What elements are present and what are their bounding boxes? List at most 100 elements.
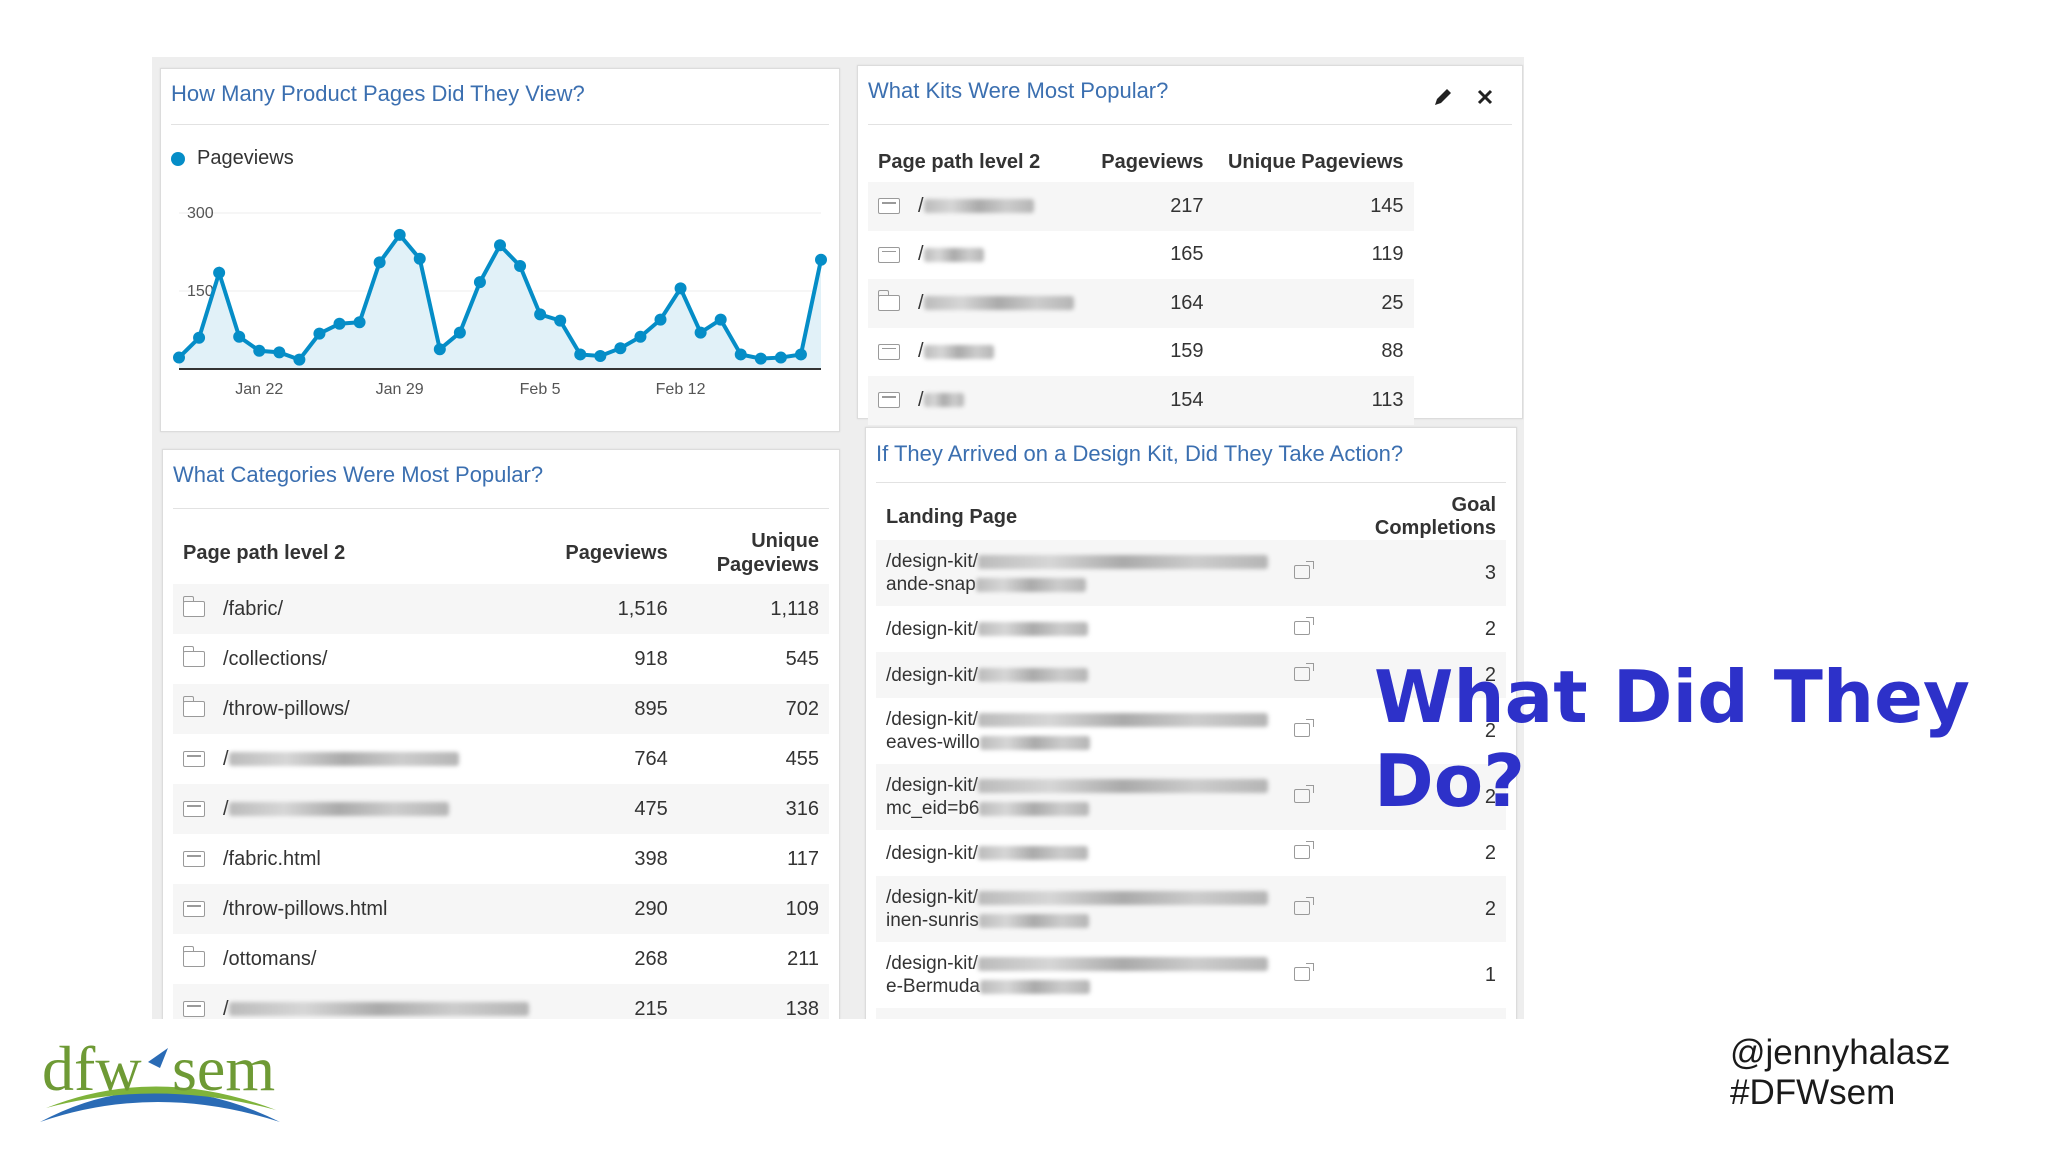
data-point[interactable]	[694, 326, 707, 339]
redacted-text	[979, 801, 1090, 816]
path-cell[interactable]: /	[173, 784, 539, 834]
data-point[interactable]	[233, 330, 246, 343]
table-row[interactable]: /design-kit/2	[876, 652, 1506, 698]
data-point[interactable]	[734, 348, 747, 361]
data-point[interactable]	[393, 228, 406, 241]
table-row[interactable]: / 164 25	[868, 279, 1414, 328]
landing-page-cell[interactable]: /design-kit/eaves-willo	[876, 698, 1278, 764]
column-header[interactable]: Unique Pageviews	[1227, 150, 1404, 173]
data-point[interactable]	[794, 348, 807, 361]
data-point[interactable]	[413, 252, 426, 265]
external-link-icon[interactable]	[1293, 840, 1314, 859]
table-row[interactable]: /design-kit/inen-sunris 2	[876, 876, 1506, 942]
landing-page-cell[interactable]: /design-kit/ande-snap	[876, 540, 1278, 606]
path-cell[interactable]: /collections/	[173, 634, 539, 684]
data-point[interactable]	[473, 276, 486, 289]
landing-page-cell[interactable]: /design-kit/	[876, 652, 1278, 698]
column-header[interactable]: Page path level 2	[878, 150, 1041, 173]
table-row[interactable]: /throw-pillows.html 290 109	[173, 884, 829, 934]
data-point[interactable]	[574, 348, 587, 361]
column-header[interactable]: Pageviews	[1101, 150, 1204, 173]
external-link-icon[interactable]	[1293, 718, 1314, 737]
landing-page-cell[interactable]: /design-kit/e-Bermuda	[876, 942, 1278, 1008]
landing-page-cell[interactable]: /design-kit/mc_eid=b6	[876, 764, 1278, 830]
column-header[interactable]: Pageviews	[565, 541, 668, 564]
table-row[interactable]: /throw-pillows/895 702	[173, 684, 829, 734]
data-point[interactable]	[614, 342, 627, 355]
table-row[interactable]: /design-kit/eaves-willo 2	[876, 698, 1506, 764]
table-row[interactable]: / 217 145	[868, 182, 1414, 231]
data-point[interactable]	[253, 344, 266, 357]
table-row[interactable]: / 215 138	[173, 984, 829, 1019]
external-link-icon[interactable]	[1293, 896, 1314, 915]
data-point[interactable]	[433, 343, 446, 356]
data-point[interactable]	[373, 256, 386, 269]
table-row[interactable]: /fabric.html 398 117	[173, 834, 829, 884]
data-point[interactable]	[273, 346, 286, 359]
data-point[interactable]	[514, 260, 527, 273]
path-cell[interactable]: /	[868, 279, 1084, 328]
external-link-icon[interactable]	[1293, 560, 1314, 579]
landing-page-cell[interactable]: /design-kit/house/	[876, 1008, 1278, 1019]
path-cell[interactable]: /	[868, 376, 1084, 425]
data-point[interactable]	[534, 308, 547, 321]
path-cell[interactable]: /	[868, 231, 1084, 280]
data-point[interactable]	[173, 351, 185, 364]
column-header[interactable]: Goal Completions	[1374, 494, 1496, 539]
table-row[interactable]: /design-kit/2	[876, 606, 1506, 652]
data-point[interactable]	[754, 352, 767, 365]
data-point[interactable]	[213, 266, 226, 279]
column-header[interactable]: Page path level 2	[183, 541, 346, 564]
data-point[interactable]	[654, 313, 667, 326]
landing-page-cell[interactable]: /design-kit/	[876, 830, 1278, 876]
table-row[interactable]: /ottomans/268 211	[173, 934, 829, 984]
external-link-icon[interactable]	[1293, 962, 1314, 981]
landing-page-cell[interactable]: /design-kit/	[876, 606, 1278, 652]
path-cell[interactable]: /	[173, 734, 539, 784]
path-cell[interactable]: /	[868, 328, 1084, 377]
path-cell[interactable]: /throw-pillows/	[173, 684, 539, 734]
data-point[interactable]	[554, 314, 567, 327]
path-cell[interactable]: /fabric.html	[173, 834, 539, 884]
data-point[interactable]	[494, 239, 506, 252]
data-point[interactable]	[594, 350, 607, 362]
table-row[interactable]: /design-kit/mc_eid=b6 2	[876, 764, 1506, 830]
external-link-icon[interactable]	[1293, 662, 1314, 681]
data-point[interactable]	[293, 353, 306, 366]
path-cell[interactable]: /throw-pillows.html	[173, 884, 539, 934]
table-row[interactable]: / 764 455	[173, 734, 829, 784]
data-point[interactable]	[714, 313, 727, 326]
column-header[interactable]: Landing Page	[886, 505, 1018, 528]
table-row[interactable]: /design-kit/ande-snap 3	[876, 540, 1506, 606]
table-row[interactable]: /design-kit/e-Bermuda 1	[876, 942, 1506, 1008]
table-row[interactable]: / 475 316	[173, 784, 829, 834]
data-point[interactable]	[815, 253, 827, 266]
path-cell[interactable]: /	[868, 182, 1084, 231]
data-point[interactable]	[774, 351, 787, 364]
external-link-icon[interactable]	[1293, 616, 1314, 635]
pageviews-chart[interactable]: 300 150 Jan 22 Jan 29 Feb 5 Feb 12	[161, 169, 839, 429]
data-point[interactable]	[193, 331, 206, 344]
table-row[interactable]: /design-kit/house/1	[876, 1008, 1506, 1019]
column-header[interactable]: Unique Pageviews	[716, 530, 819, 576]
path-cell[interactable]: /ottomans/	[173, 934, 539, 984]
table-row[interactable]: /collections/918 545	[173, 634, 829, 684]
chart-legend[interactable]: Pageviews	[171, 147, 294, 170]
table-row[interactable]: / 154 113	[868, 376, 1414, 425]
table-row[interactable]: /fabric/1,516 1,118	[173, 584, 829, 634]
path-cell[interactable]: /fabric/	[173, 584, 539, 634]
data-point[interactable]	[313, 327, 326, 340]
pencil-icon[interactable]	[1432, 86, 1454, 108]
data-point[interactable]	[333, 317, 346, 330]
table-row[interactable]: /design-kit/2	[876, 830, 1506, 876]
landing-page-cell[interactable]: /design-kit/inen-sunris	[876, 876, 1278, 942]
data-point[interactable]	[353, 316, 366, 329]
data-point[interactable]	[453, 326, 466, 339]
table-row[interactable]: / 165 119	[868, 231, 1414, 280]
external-link-icon[interactable]	[1293, 784, 1314, 803]
table-row[interactable]: / 159 88	[868, 328, 1414, 377]
data-point[interactable]	[674, 282, 687, 295]
path-cell[interactable]: /	[173, 984, 539, 1019]
close-icon[interactable]	[1475, 87, 1495, 107]
data-point[interactable]	[634, 330, 647, 343]
